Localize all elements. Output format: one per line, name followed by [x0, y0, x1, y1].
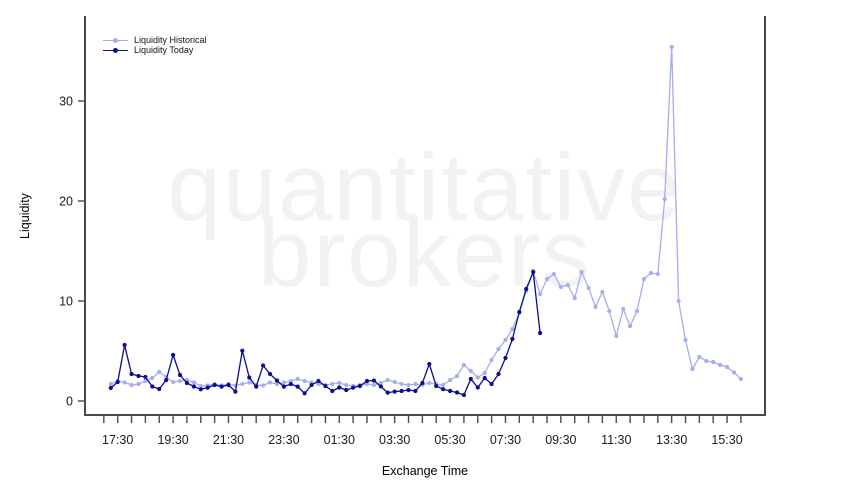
y-ticks: 0 10 20 30 [59, 94, 85, 408]
x-axis-title: Exchange Time [381, 464, 469, 478]
y-tick-label: 30 [59, 94, 73, 108]
legend-item-today: Liquidity Today [103, 45, 207, 55]
x-tick-label: 09:30 [545, 433, 576, 447]
legend-dot-icon [113, 47, 118, 53]
x-tick-label: 23:30 [268, 433, 299, 447]
series-historical [108, 44, 744, 389]
x-tick-label: 01:30 [324, 433, 355, 447]
axes [84, 16, 766, 416]
y-tick-label: 10 [59, 294, 73, 308]
series-today [108, 269, 543, 398]
y-tick-label: 20 [59, 194, 73, 208]
x-tick-label: 17:30 [102, 433, 133, 447]
x-tick-label: 19:30 [157, 433, 188, 447]
legend-dot-icon [113, 37, 118, 43]
y-axis-title: Liquidity [18, 193, 32, 239]
x-tick-label: 03:30 [379, 433, 410, 447]
legend-item-historical: Liquidity Historical [103, 35, 207, 45]
plot-frame [84, 16, 766, 416]
watermark-line-1: quantitative [167, 134, 683, 241]
legend-label-today: Liquidity Today [134, 45, 194, 55]
x-tick-labels: 17:30 19:30 21:30 23:30 01:30 03:30 05:30 07:30… [102, 433, 743, 447]
legend: Liquidity Historical Liquidity Today [103, 35, 207, 55]
x-tick-label: 15:30 [711, 433, 742, 447]
legend-swatch-today [103, 45, 128, 55]
legend-label-historical: Liquidity Historical [134, 35, 207, 45]
x-tick-label: 05:30 [434, 433, 465, 447]
x-tick-label: 11:30 [601, 433, 631, 447]
x-ticks [103, 416, 742, 423]
x-tick-label: 13:30 [656, 433, 687, 447]
y-tick-label: 0 [66, 394, 73, 408]
x-tick-label: 21:30 [213, 433, 244, 447]
x-tick-label: 07:30 [490, 433, 521, 447]
legend-swatch-historical [103, 35, 128, 45]
